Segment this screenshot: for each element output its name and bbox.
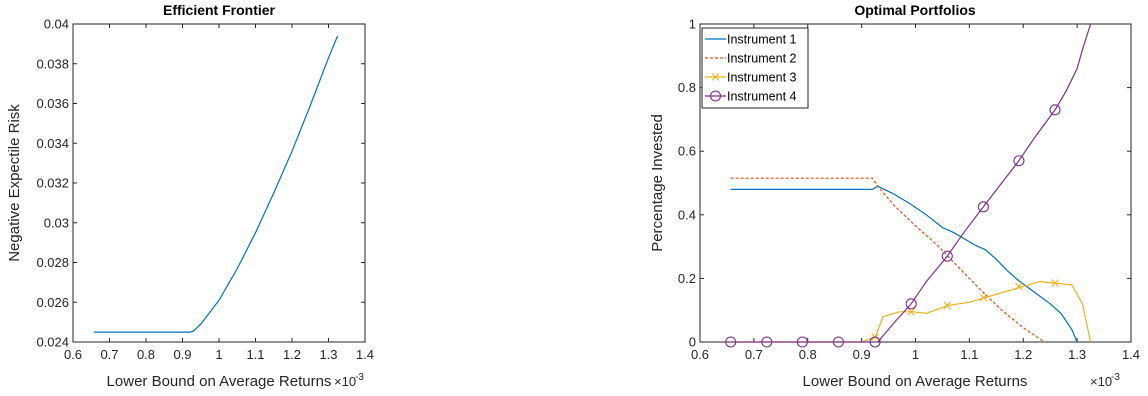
legend-marker xyxy=(709,90,722,102)
y-ticks: 0.024 0.026 0.028 0.03 0.032 0.034 0.036 0.038 0… xyxy=(36,17,365,350)
x-tick-label: 0.9 xyxy=(853,347,871,362)
y-tick-label: 0.036 xyxy=(36,96,69,111)
series-point xyxy=(832,336,845,348)
x-exponent-power: -3 xyxy=(355,372,364,383)
x-exponent-base: ×10 xyxy=(334,374,356,389)
x-exponent-power: -3 xyxy=(1111,372,1120,383)
y-tick-label: 0.2 xyxy=(678,271,696,286)
legend-label: Instrument 2 xyxy=(727,52,797,66)
series-point xyxy=(905,298,917,310)
series-point xyxy=(907,307,916,316)
x-tick-label: 1.2 xyxy=(283,347,301,362)
series-group xyxy=(93,35,339,333)
y-tick-label: 0.4 xyxy=(678,207,696,222)
efficient-frontier-chart: Efficient Frontier 0.6 0.7 0.8 0.9 1 1.1 1.2 1.… xyxy=(6,2,374,390)
chart-title: Optimal Portfolios xyxy=(854,2,976,18)
series-group xyxy=(725,23,1092,348)
x-tick-label: 0.9 xyxy=(173,347,191,362)
x-exponent-base: ×10 xyxy=(1090,374,1112,389)
series-line-2 xyxy=(730,177,1046,343)
x-ticks: 0.6 0.7 0.8 0.9 1 1.1 1.2 1.3 1.4 xyxy=(64,24,374,362)
x-tick-label: 0.8 xyxy=(137,347,155,362)
x-tick-label: 0.8 xyxy=(799,347,817,362)
x-axis-label: Lower Bound on Average Returns xyxy=(107,373,332,390)
plot-box xyxy=(72,23,366,343)
series-point xyxy=(1049,104,1061,116)
series-point xyxy=(1015,282,1023,291)
y-tick-label: 0.8 xyxy=(678,80,696,95)
series-point xyxy=(869,336,881,348)
series-point xyxy=(979,293,988,302)
x-tick-label: 1 xyxy=(215,347,222,362)
x-tick-label: 1.3 xyxy=(1068,347,1086,362)
y-tick-label: 0.024 xyxy=(36,335,69,350)
series-line-1 xyxy=(730,185,1078,343)
x-exponent: ×10 -3 xyxy=(334,372,364,389)
series-point xyxy=(943,301,952,310)
chart-title: Efficient Frontier xyxy=(163,2,276,18)
y-axis-label: Negative Expectile Risk xyxy=(6,104,23,262)
legend: Instrument 1 Instrument 2 Instrument 3 Inst… xyxy=(701,27,809,109)
y-ticks: 0 0.2 0.4 0.6 0.8 1 xyxy=(678,17,1131,350)
legend-label: Instrument 1 xyxy=(727,33,797,47)
x-tick-label: 0.7 xyxy=(100,347,118,362)
x-tick-label: 1.3 xyxy=(319,347,337,362)
y-tick-label: 0.028 xyxy=(36,255,69,270)
y-tick-label: 0.026 xyxy=(36,295,69,310)
series-point xyxy=(725,336,737,348)
legend-box xyxy=(701,27,809,109)
legend-label: Instrument 4 xyxy=(727,90,797,104)
x-tick-label: 1 xyxy=(912,347,919,362)
y-tick-label: 0.03 xyxy=(44,215,69,230)
legend-marker xyxy=(711,73,720,81)
legend-label: Instrument 3 xyxy=(727,71,797,85)
x-exponent: ×10 -3 xyxy=(1090,372,1120,389)
x-tick-label: 0.6 xyxy=(64,347,82,362)
y-axis-label: Percentage Invested xyxy=(649,114,666,252)
series-point xyxy=(761,336,773,348)
x-tick-label: 0.6 xyxy=(691,347,709,362)
y-tick-label: 0.04 xyxy=(44,17,69,32)
y-tick-label: 0.6 xyxy=(678,144,696,159)
y-tick-label: 0.032 xyxy=(36,176,69,191)
series-point xyxy=(1013,155,1025,167)
x-tick-label: 1.2 xyxy=(1014,347,1032,362)
series-point xyxy=(941,250,953,262)
x-tick-label: 1.4 xyxy=(356,347,374,362)
y-tick-label: 0.034 xyxy=(36,136,69,151)
x-tick-label: 1.1 xyxy=(246,347,264,362)
x-tick-label: 1.1 xyxy=(960,347,978,362)
series-line-4 xyxy=(730,23,1092,343)
optimal-portfolios-chart: Optimal Portfolios 0.6 0.7 0.8 0.9 1 1.1 1.2 1.… xyxy=(649,2,1140,390)
series-line-1 xyxy=(93,35,339,333)
series-point xyxy=(1051,279,1059,288)
series-point xyxy=(796,336,808,348)
y-tick-label: 1 xyxy=(689,17,696,32)
x-tick-label: 0.7 xyxy=(745,347,763,362)
y-tick-label: 0.038 xyxy=(36,56,69,71)
x-ticks: 0.6 0.7 0.8 0.9 1 1.1 1.2 1.3 1.4 xyxy=(691,24,1140,362)
x-tick-label: 1.4 xyxy=(1122,347,1140,362)
y-tick-label: 0 xyxy=(689,335,696,350)
series-point xyxy=(977,201,989,213)
x-axis-label: Lower Bound on Average Returns xyxy=(803,373,1028,390)
